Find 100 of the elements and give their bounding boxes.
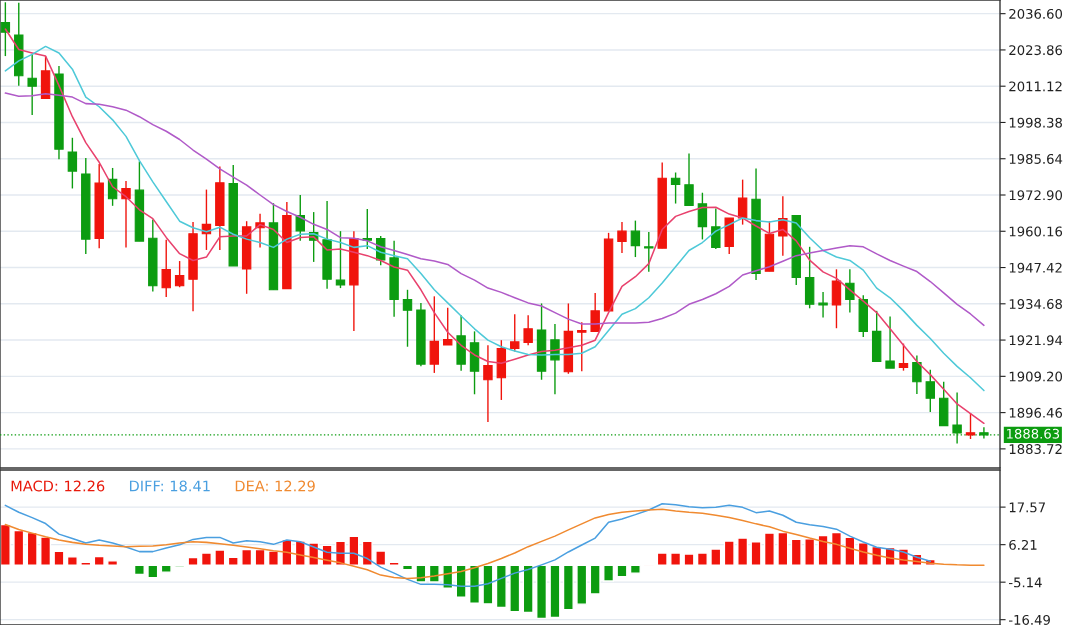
text: DIFF: 18.41	[129, 480, 210, 492]
candlestick	[121, 180, 131, 249]
bar	[455, 564, 467, 598]
bar	[428, 564, 440, 583]
candlestick	[335, 230, 346, 289]
candlestick	[295, 194, 305, 242]
bar	[267, 550, 279, 566]
text: DEA: 12.29	[235, 480, 315, 492]
bar	[361, 540, 373, 566]
candlestick	[617, 221, 627, 254]
candlestick	[27, 53, 37, 116]
bar	[93, 555, 105, 566]
candlestick	[737, 178, 748, 226]
y-tick-label: 2011.12	[1009, 81, 1062, 92]
y-tick-label: 6.21	[1009, 539, 1037, 550]
bar	[53, 550, 65, 566]
candlestick	[161, 238, 171, 298]
bar	[790, 538, 802, 566]
bar	[415, 564, 427, 583]
bar	[214, 549, 226, 566]
y-tick-label: 1947.42	[1009, 262, 1062, 273]
candlestick	[845, 268, 855, 314]
bar	[777, 531, 789, 566]
bar	[133, 564, 145, 576]
y-tick-label: 2036.60	[1009, 8, 1063, 19]
y-tick-label: 1972.90	[1009, 190, 1063, 201]
y-tick-label: 1883.72	[1009, 444, 1062, 455]
candlestick	[590, 292, 600, 333]
candlestick	[912, 354, 922, 395]
bar	[40, 536, 52, 566]
y-tick-label: -16.49	[1008, 614, 1050, 625]
candlestick	[697, 192, 708, 241]
bar	[509, 564, 521, 613]
bar	[187, 556, 199, 566]
bar	[763, 532, 775, 566]
bar	[696, 552, 708, 566]
candlestick	[711, 207, 721, 250]
bar	[80, 561, 92, 566]
bar	[536, 564, 548, 620]
bar	[375, 550, 387, 566]
candlestick	[925, 369, 936, 413]
bar	[603, 564, 615, 582]
y-tick-label: 1998.38	[1009, 117, 1062, 128]
line-series	[4, 508, 985, 580]
bar	[629, 564, 641, 574]
y-tick-label: 1960.16	[1009, 226, 1063, 237]
bar	[0, 523, 11, 566]
bar	[589, 564, 601, 595]
candlestick	[644, 231, 654, 273]
bar	[844, 536, 856, 566]
bar	[482, 564, 494, 605]
candlestick	[965, 412, 976, 440]
bar	[817, 534, 829, 566]
bar	[469, 564, 481, 604]
bar	[656, 552, 668, 566]
candlestick	[443, 307, 453, 346]
candlestick	[630, 219, 641, 258]
bar	[26, 531, 38, 566]
candlestick	[67, 137, 78, 190]
bar	[683, 553, 695, 566]
bar	[348, 535, 360, 566]
candlestick	[670, 171, 681, 205]
bar	[401, 564, 414, 571]
bar	[723, 540, 735, 566]
bar	[616, 564, 628, 578]
candlestick	[577, 321, 587, 372]
candlestick	[818, 291, 828, 319]
bar	[522, 564, 534, 614]
ref-line-label: 1888.63	[1007, 428, 1060, 439]
bar	[66, 556, 78, 566]
candlestick	[174, 260, 185, 288]
bar	[160, 564, 172, 573]
bar	[830, 531, 842, 566]
bar	[241, 548, 253, 566]
bar	[147, 564, 159, 579]
y-tick-label: -5.14	[1008, 577, 1042, 588]
bar	[107, 560, 119, 566]
candlestick	[523, 314, 533, 347]
y-tick-label: 1985.64	[1009, 153, 1063, 164]
bar	[227, 556, 239, 566]
y-tick-label: 1909.20	[1009, 371, 1063, 382]
bar	[750, 541, 762, 566]
bar	[254, 548, 266, 566]
y-tick-label: 1934.68	[1009, 299, 1062, 309]
candlestick	[550, 323, 560, 395]
candlestick	[510, 313, 520, 353]
candlestick	[831, 268, 842, 329]
candlestick	[402, 289, 413, 348]
bar	[737, 537, 749, 566]
line-series	[4, 502, 932, 588]
bar	[670, 552, 682, 566]
y-tick-label: 1896.46	[1009, 407, 1063, 418]
candlestick	[429, 295, 440, 374]
text: MACD: 12.26	[11, 480, 105, 492]
bar	[388, 561, 400, 566]
y-tick-label: 2023.86	[1009, 45, 1063, 56]
candlestick	[885, 315, 895, 369]
bar	[710, 548, 722, 566]
candlestick	[684, 152, 694, 207]
candlestick	[483, 344, 493, 423]
